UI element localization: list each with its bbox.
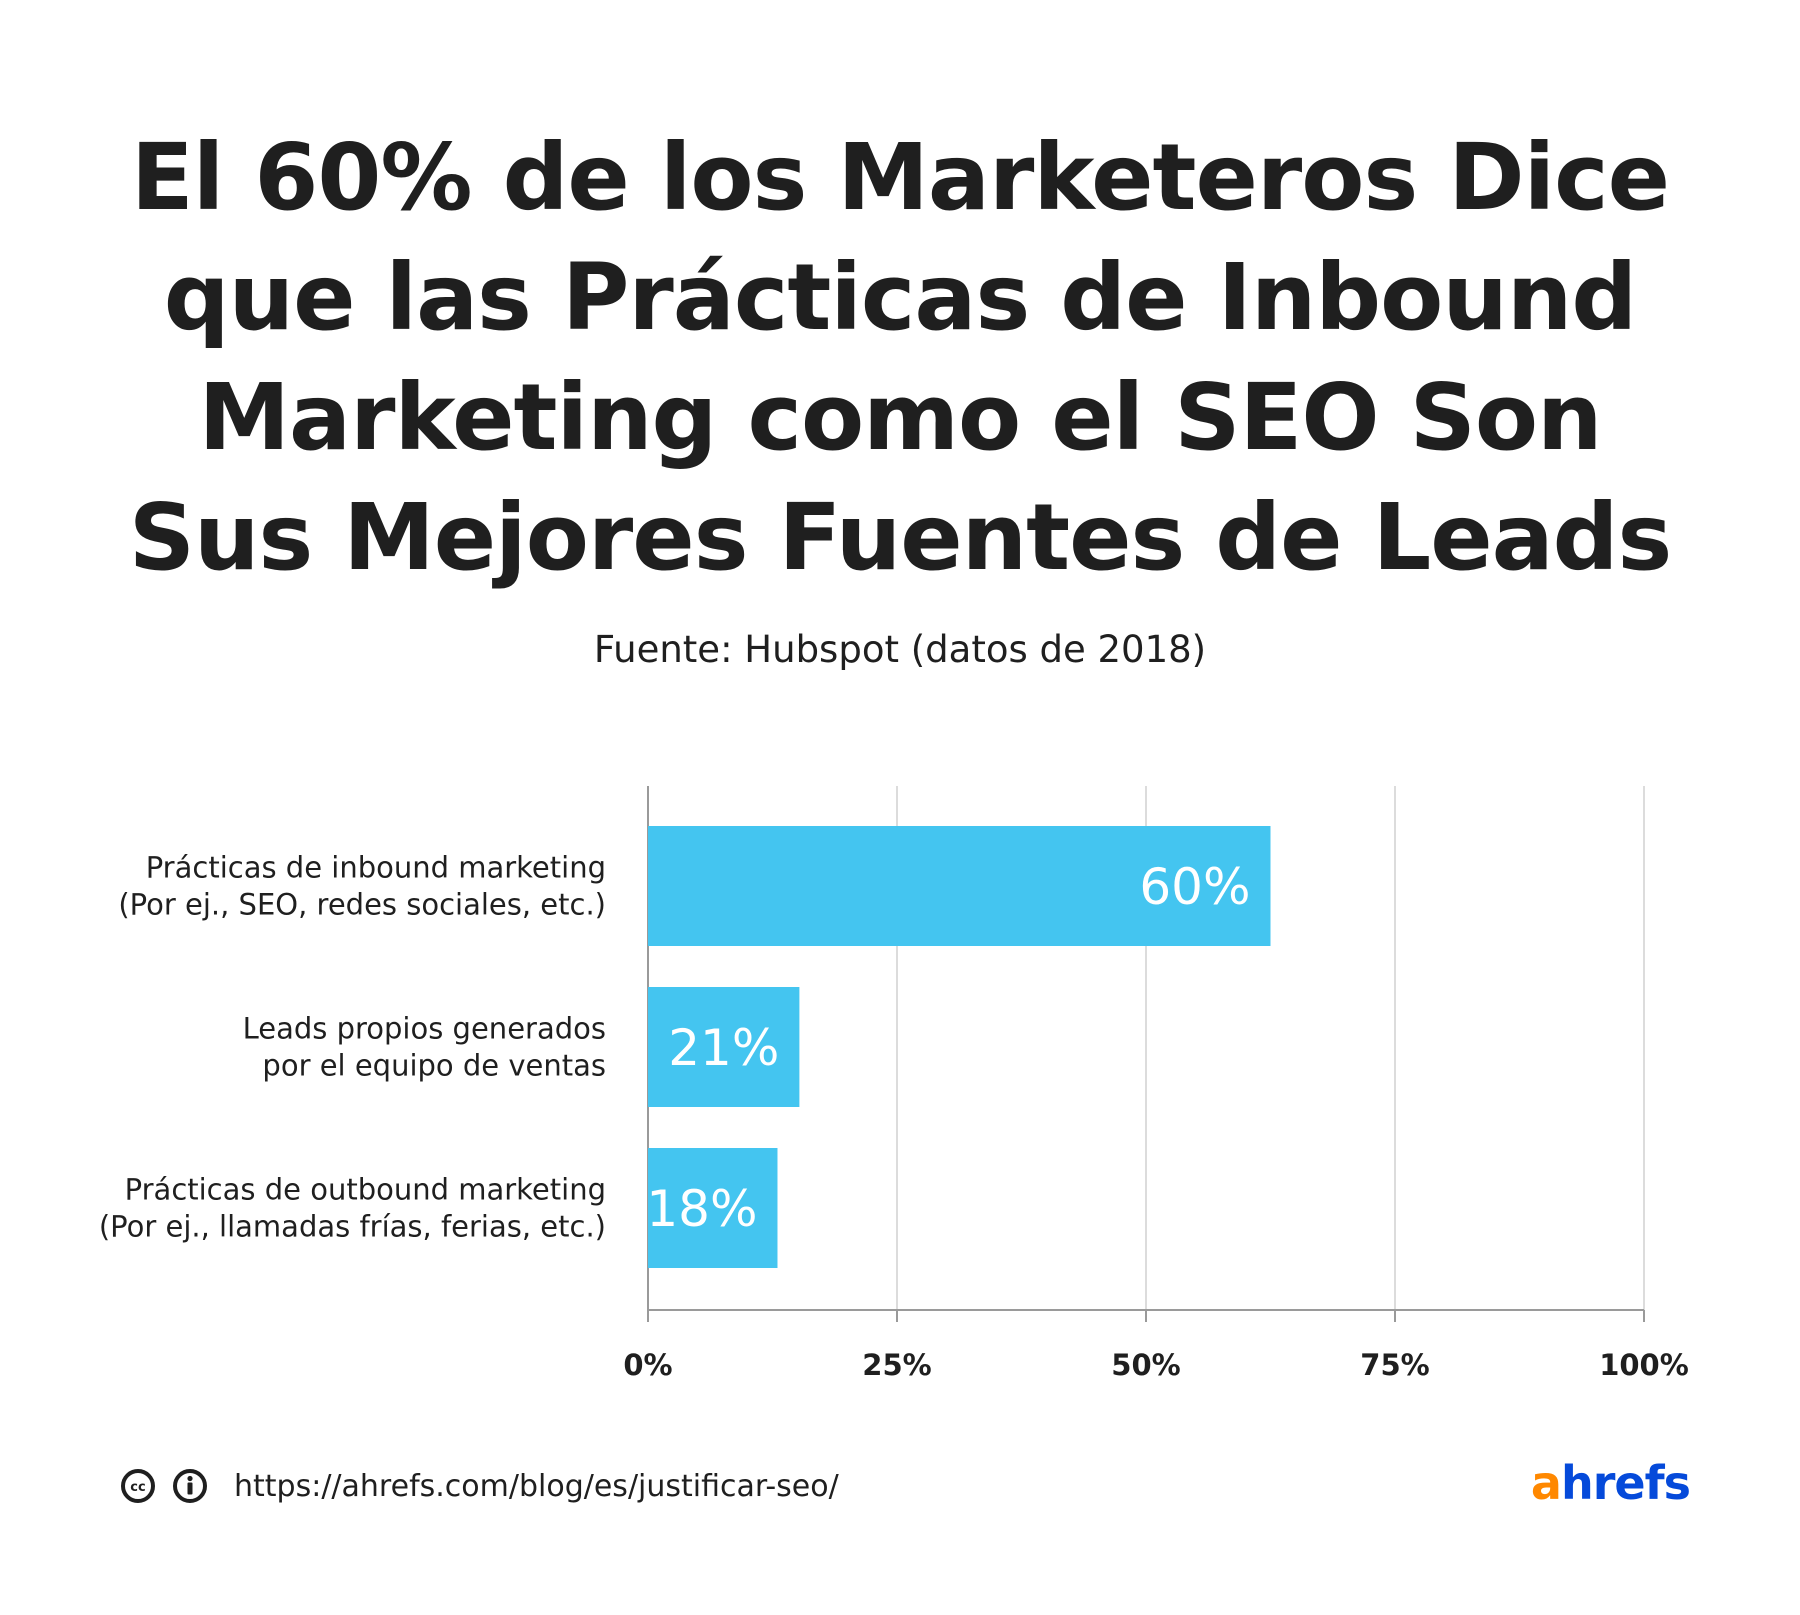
attribution-icon (172, 1468, 208, 1504)
data-label: 18% (646, 1180, 757, 1238)
category-label: Prácticas de outbound marketing (125, 1173, 606, 1207)
creative-commons-icon: cc (120, 1468, 156, 1504)
title-line-1: El 60% de los Marketeros Dice (130, 124, 1670, 231)
category-label: Leads propios generados (243, 1012, 606, 1046)
source-url[interactable]: https://ahrefs.com/blog/es/justificar-se… (234, 1468, 839, 1504)
bar (648, 826, 1271, 946)
category-label: (Por ej., SEO, redes sociales, etc.) (118, 888, 606, 922)
ahrefs-logo: ahrefs (1530, 1456, 1691, 1510)
bar (648, 1148, 778, 1268)
title-line-2: que las Prácticas de Inbound (163, 244, 1637, 351)
x-tick-label: 0% (623, 1348, 672, 1382)
chart-title: El 60% de los Marketeros Dice que las Pr… (90, 118, 1710, 598)
svg-text:cc: cc (130, 1480, 145, 1495)
chart-subtitle: Fuente: Hubspot (datos de 2018) (593, 628, 1207, 671)
x-tick-label: 75% (1360, 1348, 1429, 1382)
title-line-3: Marketing como el SEO Son (198, 364, 1602, 471)
footer: cc https://ahrefs.com/blog/es/justificar… (120, 1460, 839, 1512)
bar (648, 987, 800, 1107)
category-label: Prácticas de inbound marketing (146, 851, 606, 885)
x-tick-label: 100% (1599, 1348, 1689, 1382)
bar-chart: 0% 25% 50% 75% 100% 60% Prácticas de inbound m… (99, 786, 1689, 1382)
x-tick-label: 25% (862, 1348, 931, 1382)
category-label: (Por ej., llamadas frías, ferias, etc.) (99, 1210, 606, 1244)
logo-letter-a: a (1530, 1456, 1562, 1510)
logo-wordmark: hrefs (1560, 1456, 1691, 1510)
title-line-4: Sus Mejores Fuentes de Leads (128, 484, 1673, 591)
category-label: por el equipo de ventas (262, 1049, 606, 1083)
x-tick-label: 50% (1111, 1348, 1180, 1382)
data-label: 60% (1139, 858, 1250, 916)
data-label: 21% (668, 1019, 779, 1077)
